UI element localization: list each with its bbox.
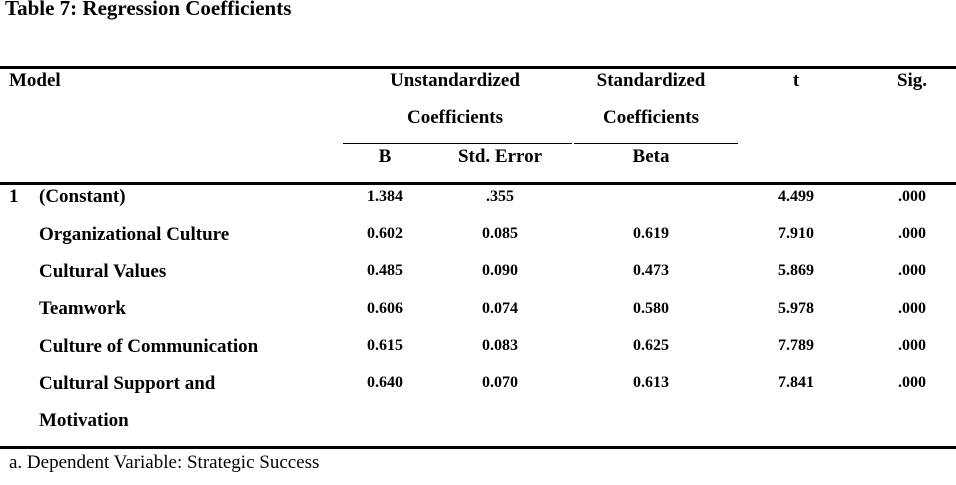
cell-sig: .000	[898, 374, 926, 391]
cell-std-error: 0.083	[482, 337, 518, 354]
bottom-rule	[0, 446, 956, 449]
footnote: a. Dependent Variable: Strategic Success	[9, 452, 320, 473]
cell-t: 5.869	[778, 262, 814, 279]
cell-std-error: 0.085	[482, 225, 518, 242]
cell-beta: 0.619	[633, 225, 669, 242]
header-standardized-line1: Standardized	[596, 70, 706, 91]
cell-sig: .000	[898, 188, 926, 205]
table-caption: Table 7: Regression Coefficients	[5, 0, 292, 20]
header-beta: Beta	[632, 146, 670, 167]
cell-b: 0.602	[367, 225, 403, 242]
header-model: Model	[9, 70, 61, 91]
top-rule	[0, 66, 956, 69]
model-number: 1	[9, 186, 19, 207]
row-label: Teamwork	[39, 298, 126, 319]
row-label: Culture of Communication	[39, 336, 259, 357]
cell-t: 5.978	[778, 300, 814, 317]
row-label: Organizational Culture	[39, 224, 230, 245]
cell-beta: 0.625	[633, 337, 669, 354]
cell-b: 1.384	[367, 188, 403, 205]
header-std-error: Std. Error	[457, 146, 543, 167]
cell-t: 4.499	[778, 188, 814, 205]
cell-b: 0.606	[367, 300, 403, 317]
cell-sig: .000	[898, 337, 926, 354]
cell-sig: .000	[898, 262, 926, 279]
cell-b: 0.485	[367, 262, 403, 279]
header-sig: Sig.	[896, 70, 928, 91]
row-label: (Constant)	[39, 186, 126, 207]
cell-beta: 0.473	[633, 262, 669, 279]
header-standardized-line2: Coefficients	[602, 107, 700, 128]
row-label-continuation: Motivation	[39, 410, 129, 431]
cell-b: 0.615	[367, 337, 403, 354]
header-unstandardized-line2: Coefficients	[406, 107, 504, 128]
row-label: Cultural Support and	[39, 373, 216, 394]
cell-beta: 0.580	[633, 300, 669, 317]
cell-std-error: .355	[486, 188, 514, 205]
cell-sig: .000	[898, 225, 926, 242]
standardized-underline	[574, 143, 738, 144]
cell-t: 7.841	[778, 374, 814, 391]
row-label: Cultural Values	[39, 261, 167, 282]
cell-t: 7.910	[778, 225, 814, 242]
cell-std-error: 0.090	[482, 262, 518, 279]
cell-sig: .000	[898, 300, 926, 317]
header-t: t	[792, 70, 800, 91]
header-b: B	[378, 146, 392, 167]
header-rule	[0, 182, 956, 185]
cell-std-error: 0.070	[482, 374, 518, 391]
cell-std-error: 0.074	[482, 300, 518, 317]
cell-t: 7.789	[778, 337, 814, 354]
cell-beta: 0.613	[633, 374, 669, 391]
unstandardized-underline	[343, 143, 572, 144]
cell-b: 0.640	[367, 374, 403, 391]
header-unstandardized-line1: Unstandardized	[390, 70, 520, 91]
